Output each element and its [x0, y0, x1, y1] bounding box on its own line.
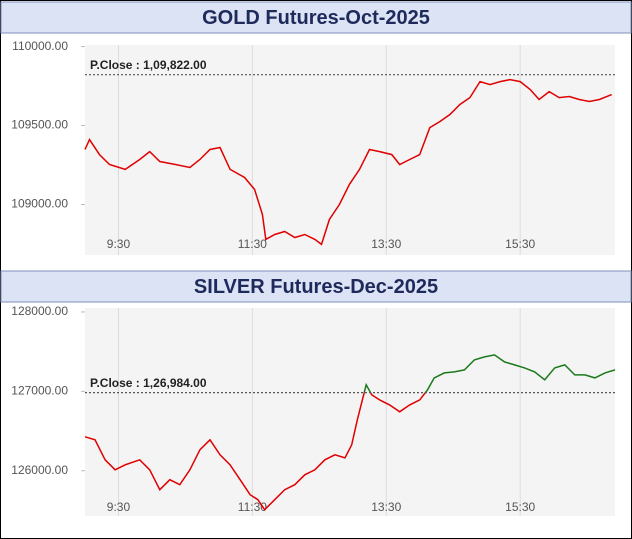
reference-label: P.Close : 1,26,984.00: [90, 376, 207, 390]
chart-panel: GOLD Futures-Oct-2025 9:30 11:30 13:30 15:30…: [0, 1, 632, 255]
y-tick-label: 109000.00: [11, 197, 68, 211]
price-line: [84, 392, 427, 511]
title-bar: [0, 270, 632, 303]
price-line-above: [363, 354, 616, 393]
y-tick-label: 128000.00: [11, 304, 68, 318]
price-line: [84, 78, 612, 246]
x-tick-label: 11:30: [238, 237, 267, 251]
x-tick-label: 15:30: [505, 500, 535, 514]
plot-area: [85, 45, 615, 255]
reference-label: P.Close : 1,09,822.00: [90, 58, 207, 72]
y-tick-label: 110000.00: [12, 39, 68, 53]
x-tick-label: 13:30: [371, 500, 401, 514]
y-tick-label: 127000.00: [11, 384, 68, 398]
x-tick-label: 13:30: [371, 237, 401, 251]
title-bar: [0, 1, 632, 34]
y-tick-label: 126000.00: [11, 463, 68, 477]
chart-title: GOLD Futures-Oct-2025: [202, 7, 430, 29]
y-tick-label: 109500.00: [11, 118, 68, 132]
x-tick-label: 15:30: [505, 237, 535, 251]
x-tick-label: 9:30: [107, 500, 131, 514]
chart-title: SILVER Futures-Dec-2025: [194, 276, 438, 298]
x-tick-label: 9:30: [107, 237, 131, 251]
